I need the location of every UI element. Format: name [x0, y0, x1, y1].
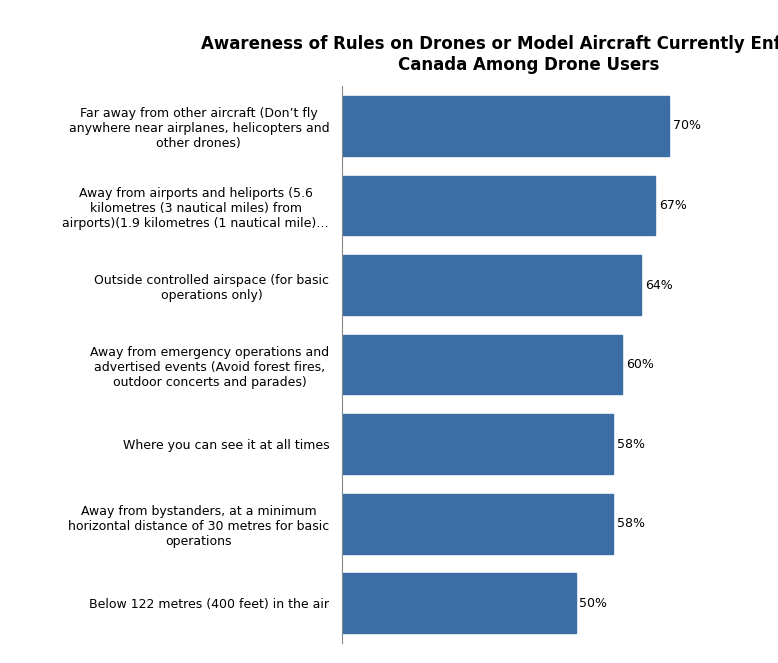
Text: 64%: 64% — [645, 278, 672, 292]
Text: 50%: 50% — [580, 597, 608, 610]
Bar — [342, 96, 669, 156]
Text: 70%: 70% — [673, 119, 701, 133]
Bar — [342, 255, 641, 315]
Text: 60%: 60% — [626, 358, 654, 371]
Text: 58%: 58% — [617, 438, 645, 451]
Text: 58%: 58% — [617, 517, 645, 530]
Bar — [342, 414, 613, 474]
Bar — [342, 335, 622, 394]
Text: 67%: 67% — [659, 199, 687, 212]
Title: Awareness of Rules on Drones or Model Aircraft Currently Enforced in
Canada Amon: Awareness of Rules on Drones or Model Ai… — [201, 34, 778, 74]
Bar — [342, 573, 576, 633]
Bar — [342, 176, 655, 235]
Bar — [342, 494, 613, 554]
